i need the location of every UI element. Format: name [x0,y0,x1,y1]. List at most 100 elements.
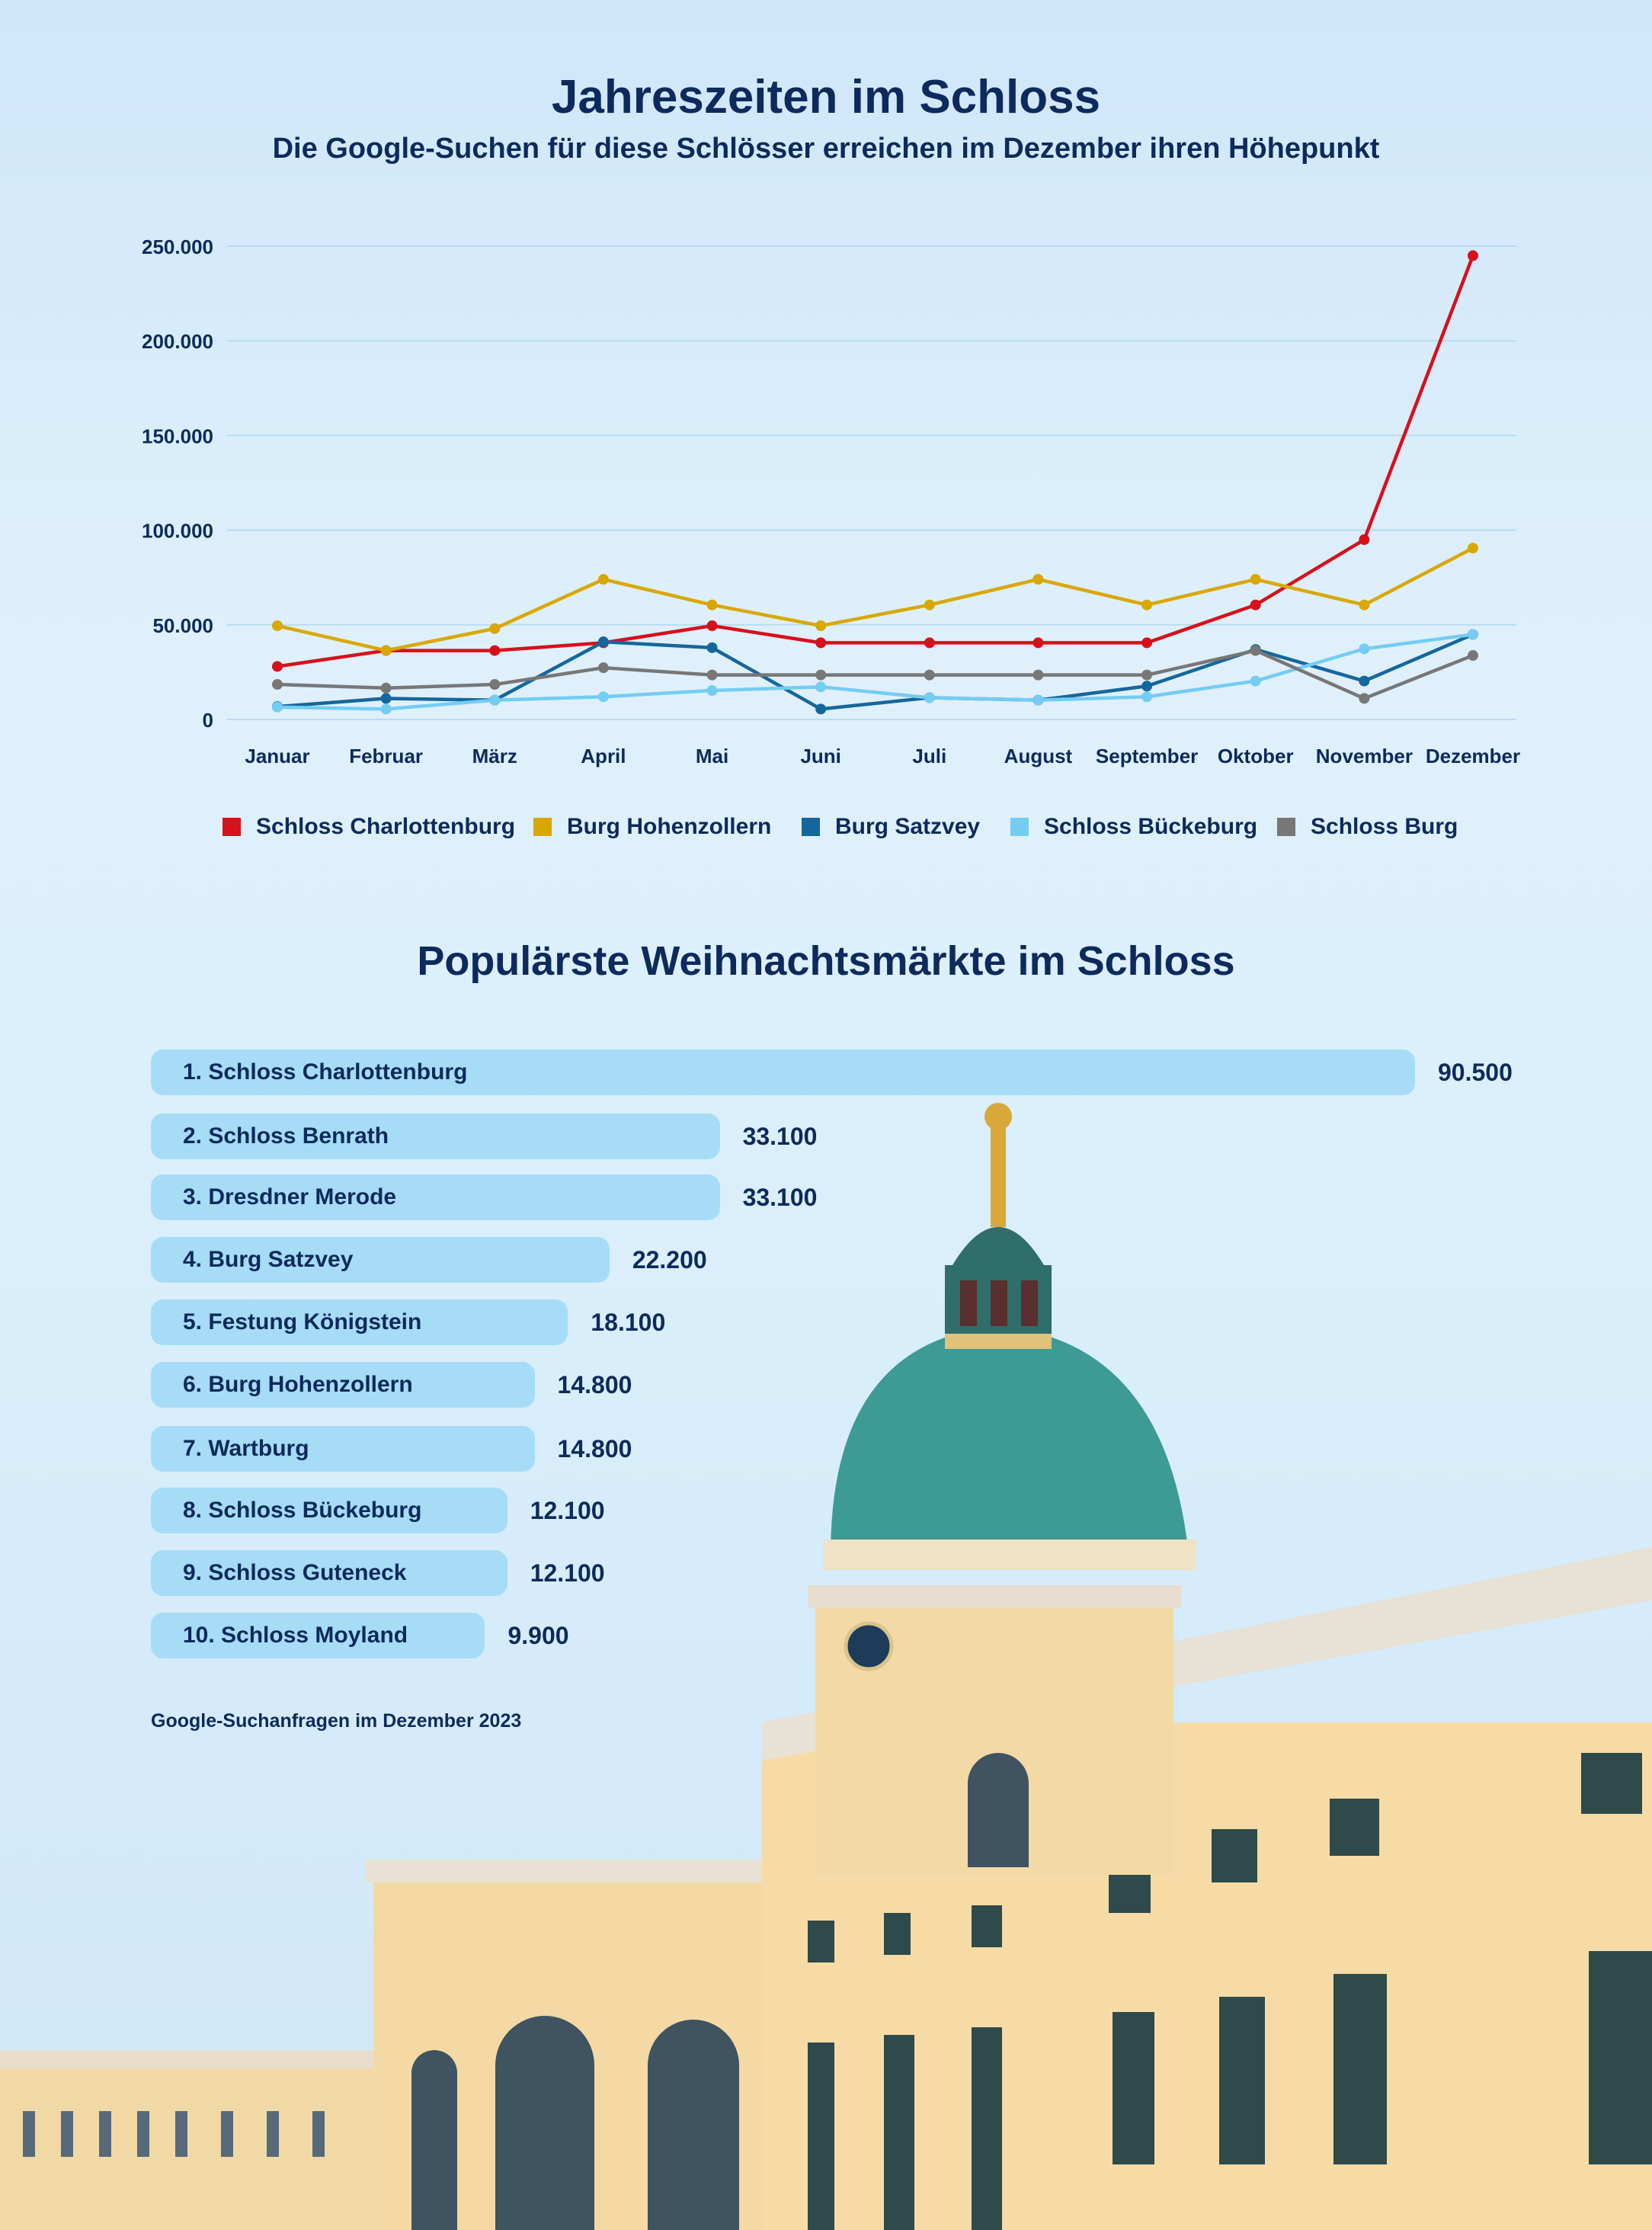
ranking-bar: 2. Schloss Benrath [151,1113,720,1159]
series-line [277,255,1475,668]
y-tick-label: 0 [203,709,213,732]
ranking-bar-value: 33.100 [742,1184,818,1211]
legend-item: Schloss Burg [1277,814,1458,840]
data-point [1141,691,1153,703]
x-tick-label: Juni [800,745,840,767]
data-point [1032,574,1044,585]
data-point [924,599,935,610]
legend-item: Burg Hohenzollern [533,814,771,840]
data-point [1468,250,1478,261]
data-point [924,692,935,703]
ranking-bar-value: 90.500 [1438,1059,1513,1086]
series-line [277,649,1474,700]
series-line [277,546,1474,652]
data-point [1032,637,1044,649]
data-point [380,645,392,656]
ranking-bar-value: 12.100 [530,1497,605,1524]
ranking-bar: 5. Festung Königstein [151,1299,568,1345]
data-point [815,681,827,693]
legend-swatch [1010,818,1029,836]
y-tick-label: 200.000 [142,330,213,353]
x-tick-label: Oktober [1218,745,1294,767]
x-tick-label: April [581,745,626,767]
x-tick-label: September [1096,745,1198,767]
data-point [1468,629,1478,640]
legend-item: Schloss Charlottenburg [223,814,515,840]
ranking-bar-value: 18.100 [591,1309,666,1336]
ranking-bar-label: 1. Schloss Charlottenburg [183,1059,468,1085]
line-chart: 0 50.000 100.000 150.000 200.000 250.000 Janua… [142,235,1520,767]
legend-item: Schloss Bückeburg [1010,814,1257,840]
x-tick-label: März [472,745,517,767]
x-tick-label: August [1004,745,1073,767]
x-tick-label: Dezember [1426,745,1520,767]
data-point [1359,599,1370,610]
chart-title: Jahreszeiten im Schloss [551,71,1101,123]
data-point [1250,599,1261,610]
x-tick-label: Juli [912,745,946,767]
data-point [272,620,283,632]
data-point [1359,534,1370,546]
data-point [815,620,827,632]
data-point [380,682,392,694]
data-point [1359,675,1370,687]
chart-subtitle: Die Google-Suchen für diese Schlösser er… [272,133,1380,165]
footnote: Google-Suchanfragen im Dezember 2023 [151,1710,522,1732]
data-point [1359,643,1370,655]
data-point [1359,693,1370,704]
series-line [277,633,1474,711]
data-point [597,574,609,585]
ranking-bar-label: 7. Wartburg [183,1436,309,1461]
data-point [380,693,392,704]
data-point [489,623,501,634]
data-point [489,645,501,656]
data-point [706,669,718,681]
legend-label: Schloss Burg [1311,814,1458,839]
x-tick-label: Februar [349,745,423,767]
data-point [924,669,935,681]
data-point [706,599,718,610]
data-point [706,620,718,632]
data-point [1032,694,1044,706]
ranking-title: Populärste Weihnachtsmärkte im Schloss [417,938,1235,984]
data-point [1250,645,1261,656]
ranking-bar: 6. Burg Hohenzollern [151,1362,535,1408]
data-point [272,679,283,690]
y-tick-label: 250.000 [142,235,213,258]
series-line [277,633,1474,711]
data-point [924,637,935,649]
data-point [597,636,609,648]
ranking-bar-label: 4. Burg Satzvey [183,1247,354,1272]
legend-item: Burg Satzvey [802,814,980,840]
legend-label: Schloss Charlottenburg [256,814,516,839]
ranking-bar: 9. Schloss Guteneck [151,1550,507,1596]
y-tick-label: 150.000 [142,425,213,447]
data-point [1032,669,1044,681]
data-point [272,701,283,713]
data-point [489,694,501,706]
ranking-bar-label: 5. Festung Königstein [183,1309,422,1334]
ranking-bar-value: 14.800 [557,1371,632,1399]
ranking-bar: 8. Schloss Bückeburg [151,1488,507,1533]
legend-swatch [533,818,552,836]
legend-label: Schloss Bückeburg [1044,814,1258,839]
data-point [597,691,609,703]
ranking-bar-value: 33.100 [742,1123,818,1150]
legend-label: Burg Hohenzollern [567,814,772,839]
y-tick-label: 50.000 [152,614,213,637]
x-tick-label: Januar [245,745,309,767]
ranking-bar: 10. Schloss Moyland [151,1613,485,1658]
data-point [1468,543,1478,554]
data-point [272,661,283,672]
ranking-bar: 1. Schloss Charlottenburg [151,1049,1415,1095]
ranking-bar-value: 14.800 [557,1435,632,1463]
x-tick-label: November [1316,745,1413,767]
legend-swatch [802,818,820,836]
ranking-bar-value: 12.100 [530,1559,605,1587]
data-point [706,684,718,696]
y-tick-label: 100.000 [142,520,213,543]
ranking-bar: 4. Burg Satzvey [151,1237,610,1283]
data-point [815,703,827,715]
legend-swatch [223,818,241,836]
data-point [1250,574,1261,585]
